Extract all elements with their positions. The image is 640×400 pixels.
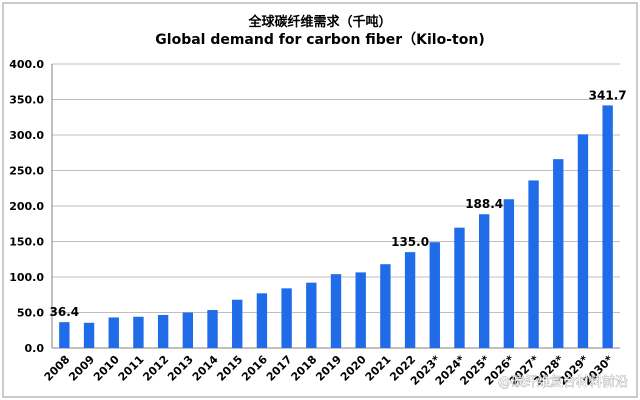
bar (108, 317, 119, 348)
bar (59, 322, 70, 348)
x-tick-label: 2009 (66, 353, 97, 384)
bar (355, 272, 366, 348)
bar (232, 299, 243, 348)
chart-title: Global demand for carbon fiber（Kilo-ton) (155, 32, 485, 48)
bar (182, 312, 194, 348)
x-tick-label: 2018 (289, 353, 320, 384)
bar (503, 199, 515, 348)
bar (207, 310, 218, 348)
bar (330, 274, 342, 348)
x-tick-label: 2015 (214, 353, 245, 384)
bar (602, 105, 613, 348)
x-tick-label: 2012 (140, 353, 171, 384)
y-tick-label: 400.0 (9, 58, 44, 71)
x-tick-label: 2013 (165, 353, 196, 384)
y-tick-label: 150.0 (9, 236, 44, 249)
x-tick-label: 2017 (264, 353, 295, 384)
bar (553, 159, 564, 348)
data-label: 36.4 (50, 305, 80, 319)
bar (306, 282, 317, 348)
y-tick-label: 250.0 (9, 165, 44, 178)
watermark: @碳纤维复合材料前沿 (498, 374, 628, 390)
data-label: 188.4 (465, 197, 503, 211)
bar (429, 242, 440, 348)
x-tick-label: 2020 (338, 353, 369, 384)
bar (281, 288, 292, 348)
y-tick-label: 300.0 (9, 129, 44, 142)
x-tick-label: 2019 (313, 353, 344, 384)
data-label: 135.0 (391, 235, 429, 249)
x-tick-label: 2021 (363, 353, 394, 384)
bar (454, 227, 465, 348)
bar (256, 293, 268, 348)
bar (528, 180, 539, 348)
y-tick-label: 50.0 (17, 307, 44, 320)
bar (478, 214, 490, 348)
bar (157, 314, 169, 348)
y-tick-label: 200.0 (9, 200, 44, 213)
data-label: 341.7 (589, 88, 627, 102)
y-tick-label: 0.0 (25, 342, 45, 355)
x-tick-label: 2014 (190, 353, 221, 384)
bar (380, 264, 391, 348)
x-tick-label: 2016 (239, 353, 270, 384)
y-tick-label: 100.0 (9, 271, 44, 284)
bar (133, 316, 144, 348)
x-tick-label: 2011 (116, 353, 147, 384)
bar (577, 134, 589, 348)
bar (404, 252, 416, 348)
chart-title-chinese: 全球碳纤维需求（千吨） (248, 15, 392, 30)
bar (83, 322, 95, 348)
x-tick-label: 2008 (42, 353, 73, 384)
x-tick-label: 2010 (91, 353, 122, 384)
y-tick-label: 350.0 (9, 94, 44, 107)
